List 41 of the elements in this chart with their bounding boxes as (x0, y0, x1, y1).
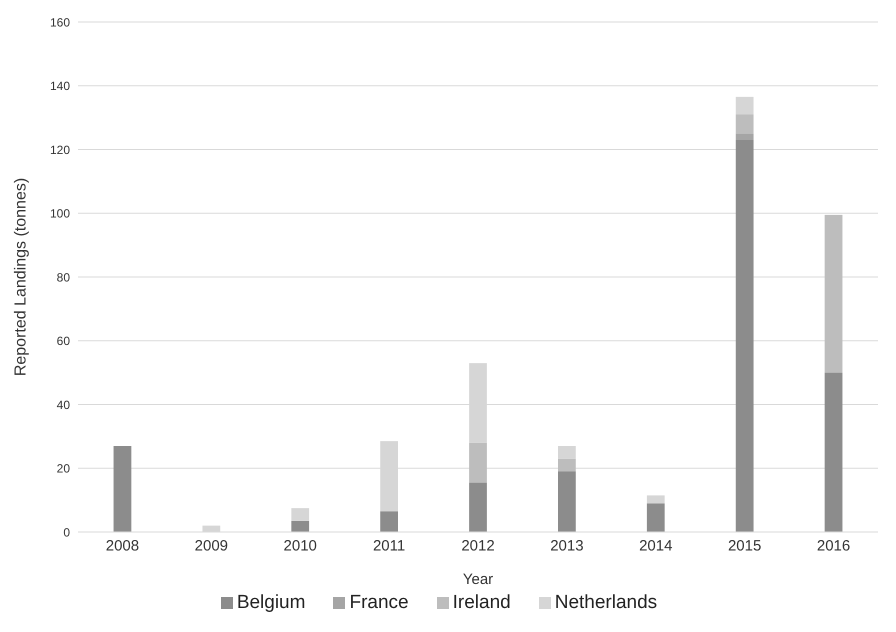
legend-label: France (349, 592, 409, 613)
bar (736, 114, 754, 134)
bar (646, 495, 665, 504)
bar (114, 446, 132, 532)
y-tick-label: 40 (56, 398, 70, 412)
x-axis-title: Year (462, 571, 494, 588)
x-tick-label: 2014 (639, 538, 672, 555)
y-tick-label: 120 (50, 142, 70, 157)
bar (469, 482, 487, 532)
legend-label: Belgium (236, 592, 306, 613)
y-tick-label: 0 (63, 525, 70, 540)
y-tick-label: 80 (56, 270, 70, 284)
bar (646, 503, 665, 532)
bar (558, 446, 576, 459)
x-tick-label: 2015 (728, 538, 762, 555)
x-tick-label: 2016 (816, 538, 850, 555)
bar (291, 520, 310, 532)
y-tick-label: 20 (56, 462, 70, 476)
x-tick-label: 2009 (194, 538, 228, 555)
x-tick-label: 2008 (106, 538, 140, 555)
x-tick-label: 2012 (461, 538, 495, 555)
y-tick-label: 160 (50, 15, 70, 30)
bar (736, 96, 754, 114)
x-tick-label: 2011 (372, 538, 406, 555)
y-axis-title: Reported Landings (tonnes) (12, 178, 30, 376)
bar (469, 442, 487, 483)
legend-label: Ireland (452, 592, 511, 613)
bar (558, 471, 576, 532)
bar (380, 511, 398, 532)
y-tick-label: 140 (50, 79, 70, 94)
bar (291, 508, 310, 521)
bar (736, 140, 754, 532)
x-tick-label: 2010 (284, 538, 317, 555)
bar (736, 134, 754, 140)
bar (824, 214, 842, 373)
x-tick-label: 2013 (550, 538, 584, 555)
y-tick-label: 60 (56, 334, 70, 348)
y-tick-label: 100 (50, 206, 70, 221)
legend-label: Netherlands (554, 592, 658, 613)
bar (558, 458, 576, 472)
bar (824, 372, 842, 532)
